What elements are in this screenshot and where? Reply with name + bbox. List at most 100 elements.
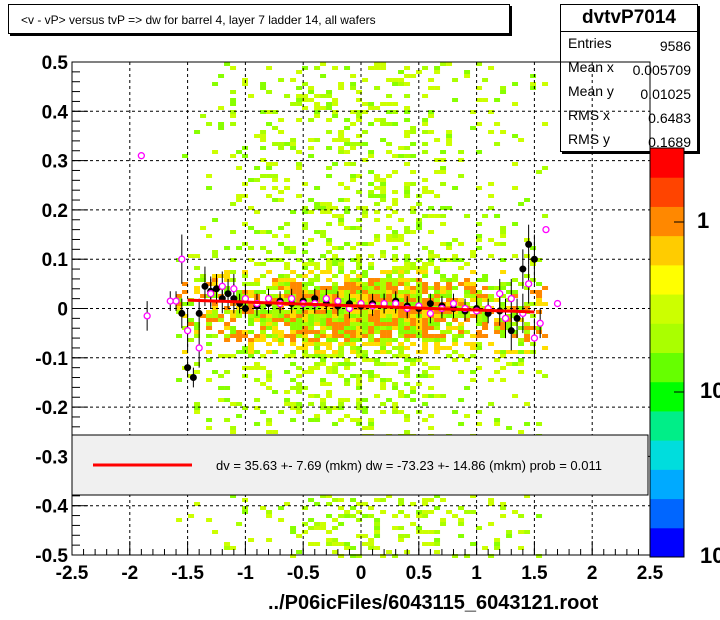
heatmap-cell bbox=[266, 514, 273, 518]
heatmap-cell bbox=[482, 214, 489, 218]
heatmap-cell bbox=[380, 318, 387, 322]
heatmap-cell bbox=[524, 306, 531, 310]
heatmap-cell bbox=[254, 314, 261, 318]
heatmap-cell bbox=[326, 294, 333, 298]
heatmap-cell bbox=[356, 386, 363, 390]
heatmap-cell bbox=[290, 402, 297, 406]
heatmap-cell bbox=[260, 146, 267, 150]
y-tick-label: 0.2 bbox=[42, 201, 68, 222]
heatmap-cell bbox=[308, 526, 315, 530]
heatmap-cell bbox=[380, 290, 387, 294]
heatmap-cell bbox=[404, 366, 411, 370]
heatmap-cell bbox=[284, 94, 291, 98]
heatmap-cell bbox=[422, 290, 429, 294]
heatmap-cell bbox=[470, 290, 477, 294]
heatmap-cell bbox=[476, 298, 483, 302]
heatmap-cell bbox=[194, 322, 201, 326]
heatmap-cell bbox=[332, 518, 339, 522]
heatmap-cell bbox=[518, 358, 525, 362]
heatmap-cell bbox=[230, 302, 237, 306]
heatmap-cell bbox=[482, 318, 489, 322]
heatmap-cell bbox=[530, 246, 537, 250]
heatmap-cell bbox=[452, 78, 459, 82]
heatmap-cell bbox=[290, 554, 297, 558]
heatmap-cell bbox=[254, 178, 261, 182]
heatmap-cell bbox=[464, 286, 471, 290]
heatmap-cell bbox=[308, 138, 315, 142]
heatmap-cell bbox=[428, 298, 435, 302]
heatmap-cell bbox=[356, 242, 363, 246]
heatmap-cell bbox=[290, 270, 297, 274]
heatmap-cell bbox=[254, 350, 261, 354]
heatmap-cell bbox=[446, 290, 453, 294]
data-point-open bbox=[496, 290, 504, 298]
heatmap-cell bbox=[296, 382, 303, 386]
heatmap-cell bbox=[368, 194, 375, 198]
heatmap-cell bbox=[212, 282, 219, 286]
heatmap-cell bbox=[302, 350, 309, 354]
heatmap-cell bbox=[380, 334, 387, 338]
heatmap-cell bbox=[266, 286, 273, 290]
heatmap-cell bbox=[404, 194, 411, 198]
heatmap-cell bbox=[464, 214, 471, 218]
heatmap-cell bbox=[326, 310, 333, 314]
heatmap-cell bbox=[530, 342, 537, 346]
heatmap-cell bbox=[518, 514, 525, 518]
heatmap-cell bbox=[368, 326, 375, 330]
heatmap-cell bbox=[446, 346, 453, 350]
heatmap-cell bbox=[326, 130, 333, 134]
heatmap-cell bbox=[386, 334, 393, 338]
heatmap-cell bbox=[494, 326, 501, 330]
heatmap-cell bbox=[296, 290, 303, 294]
heatmap-cell bbox=[212, 334, 219, 338]
heatmap-cell bbox=[284, 502, 291, 506]
heatmap-cell bbox=[500, 242, 507, 246]
heatmap-cell bbox=[350, 326, 357, 330]
heatmap-cell bbox=[380, 102, 387, 106]
heatmap-cell bbox=[410, 230, 417, 234]
heatmap-cell bbox=[218, 330, 225, 334]
heatmap-cell bbox=[362, 110, 369, 114]
heatmap-cell bbox=[434, 66, 441, 70]
heatmap-cell bbox=[416, 202, 423, 206]
heatmap-cell bbox=[380, 250, 387, 254]
heatmap-cell bbox=[428, 86, 435, 90]
heatmap-cell bbox=[380, 286, 387, 290]
heatmap-cell bbox=[434, 318, 441, 322]
heatmap-cell bbox=[374, 238, 381, 242]
heatmap-cell bbox=[236, 294, 243, 298]
heatmap-cell bbox=[494, 142, 501, 146]
heatmap-cell bbox=[230, 230, 237, 234]
heatmap-cell bbox=[356, 110, 363, 114]
heatmap-cell bbox=[446, 322, 453, 326]
heatmap-cell bbox=[356, 418, 363, 422]
heatmap-cell bbox=[344, 378, 351, 382]
heatmap-cell bbox=[302, 66, 309, 70]
heatmap-cell bbox=[296, 282, 303, 286]
heatmap-cell bbox=[440, 290, 447, 294]
heatmap-cell bbox=[314, 262, 321, 266]
heatmap-cell bbox=[236, 298, 243, 302]
heatmap-cell bbox=[302, 326, 309, 330]
heatmap-cell bbox=[512, 186, 519, 190]
heatmap-cell bbox=[290, 342, 297, 346]
heatmap-cell bbox=[440, 150, 447, 154]
data-point-filled bbox=[507, 327, 515, 335]
heatmap-cell bbox=[464, 342, 471, 346]
heatmap-cell bbox=[278, 410, 285, 414]
heatmap-cell bbox=[398, 318, 405, 322]
data-point-open bbox=[334, 297, 342, 305]
heatmap-cell bbox=[542, 374, 549, 378]
heatmap-cell bbox=[296, 98, 303, 102]
heatmap-cell bbox=[524, 350, 531, 354]
heatmap-cell bbox=[386, 174, 393, 178]
heatmap-cell bbox=[398, 282, 405, 286]
heatmap-cell bbox=[344, 198, 351, 202]
heatmap-cell bbox=[260, 262, 267, 266]
heatmap-cell bbox=[314, 414, 321, 418]
heatmap-cell bbox=[404, 242, 411, 246]
heatmap-cell bbox=[314, 354, 321, 358]
heatmap-cell bbox=[332, 310, 339, 314]
fit-line-segment bbox=[187, 298, 535, 314]
heatmap-cell bbox=[386, 494, 393, 498]
